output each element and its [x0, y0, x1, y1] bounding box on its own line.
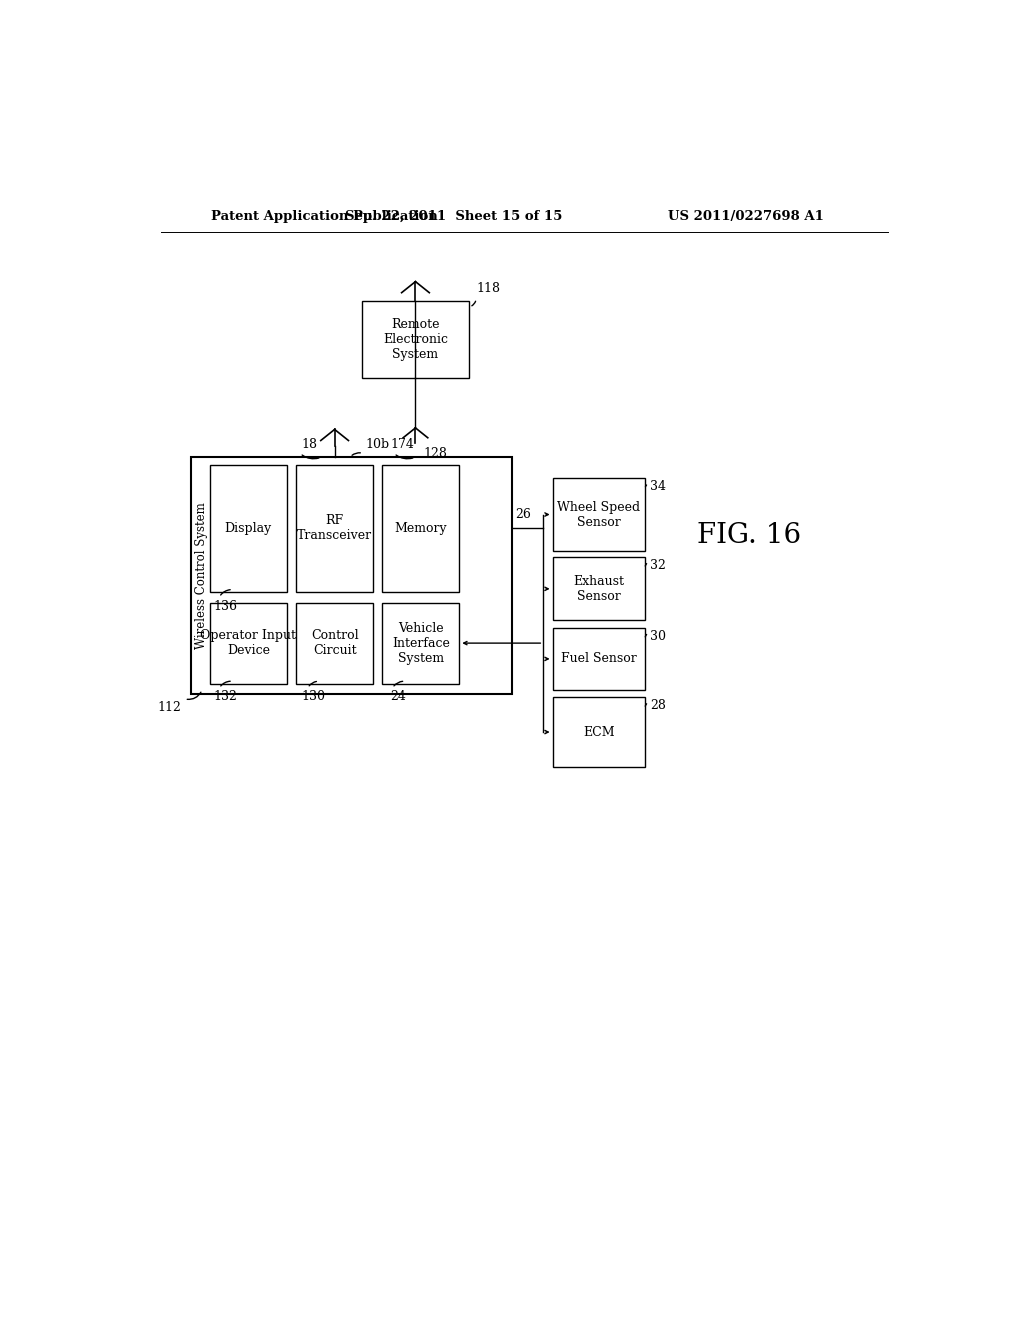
- Text: Wheel Speed
Sensor: Wheel Speed Sensor: [557, 500, 640, 528]
- Bar: [190, 457, 512, 693]
- Text: Exhaust
Sensor: Exhaust Sensor: [573, 574, 625, 603]
- Text: 130: 130: [301, 689, 326, 702]
- Text: Wireless Control System: Wireless Control System: [195, 502, 208, 648]
- Text: Display: Display: [224, 521, 272, 535]
- Text: Memory: Memory: [394, 521, 447, 535]
- Bar: [382, 603, 460, 684]
- Text: Fuel Sensor: Fuel Sensor: [561, 652, 637, 665]
- Text: 34: 34: [650, 480, 667, 494]
- Text: 28: 28: [650, 700, 667, 711]
- Text: 26: 26: [515, 508, 530, 520]
- Bar: [296, 465, 373, 591]
- Text: 118: 118: [476, 282, 501, 296]
- Text: 18: 18: [301, 438, 317, 451]
- Bar: [553, 628, 645, 689]
- Text: 112: 112: [158, 701, 181, 714]
- Text: 32: 32: [650, 558, 667, 572]
- Bar: [553, 557, 645, 620]
- Text: 174: 174: [390, 438, 414, 451]
- Text: 10b: 10b: [366, 438, 389, 451]
- Bar: [210, 465, 287, 591]
- Bar: [361, 301, 469, 378]
- Bar: [382, 465, 460, 591]
- Text: Remote
Electronic
System: Remote Electronic System: [383, 318, 447, 360]
- Text: FIG. 16: FIG. 16: [696, 523, 801, 549]
- Text: 24: 24: [390, 689, 406, 702]
- Text: RF
Transceiver: RF Transceiver: [297, 515, 372, 543]
- Bar: [553, 697, 645, 767]
- Bar: [553, 478, 645, 552]
- Text: Vehicle
Interface
System: Vehicle Interface System: [392, 622, 450, 664]
- Text: Patent Application Publication: Patent Application Publication: [211, 210, 438, 223]
- Text: Sep. 22, 2011  Sheet 15 of 15: Sep. 22, 2011 Sheet 15 of 15: [345, 210, 562, 223]
- Text: Operator Input
Device: Operator Input Device: [201, 630, 296, 657]
- Text: ECM: ECM: [583, 726, 614, 739]
- Bar: [296, 603, 373, 684]
- Text: 30: 30: [650, 630, 667, 643]
- Text: Control
Circuit: Control Circuit: [311, 630, 358, 657]
- Text: 128: 128: [423, 447, 447, 461]
- Text: 136: 136: [213, 599, 237, 612]
- Text: 132: 132: [213, 689, 237, 702]
- Bar: [210, 603, 287, 684]
- Text: US 2011/0227698 A1: US 2011/0227698 A1: [668, 210, 823, 223]
